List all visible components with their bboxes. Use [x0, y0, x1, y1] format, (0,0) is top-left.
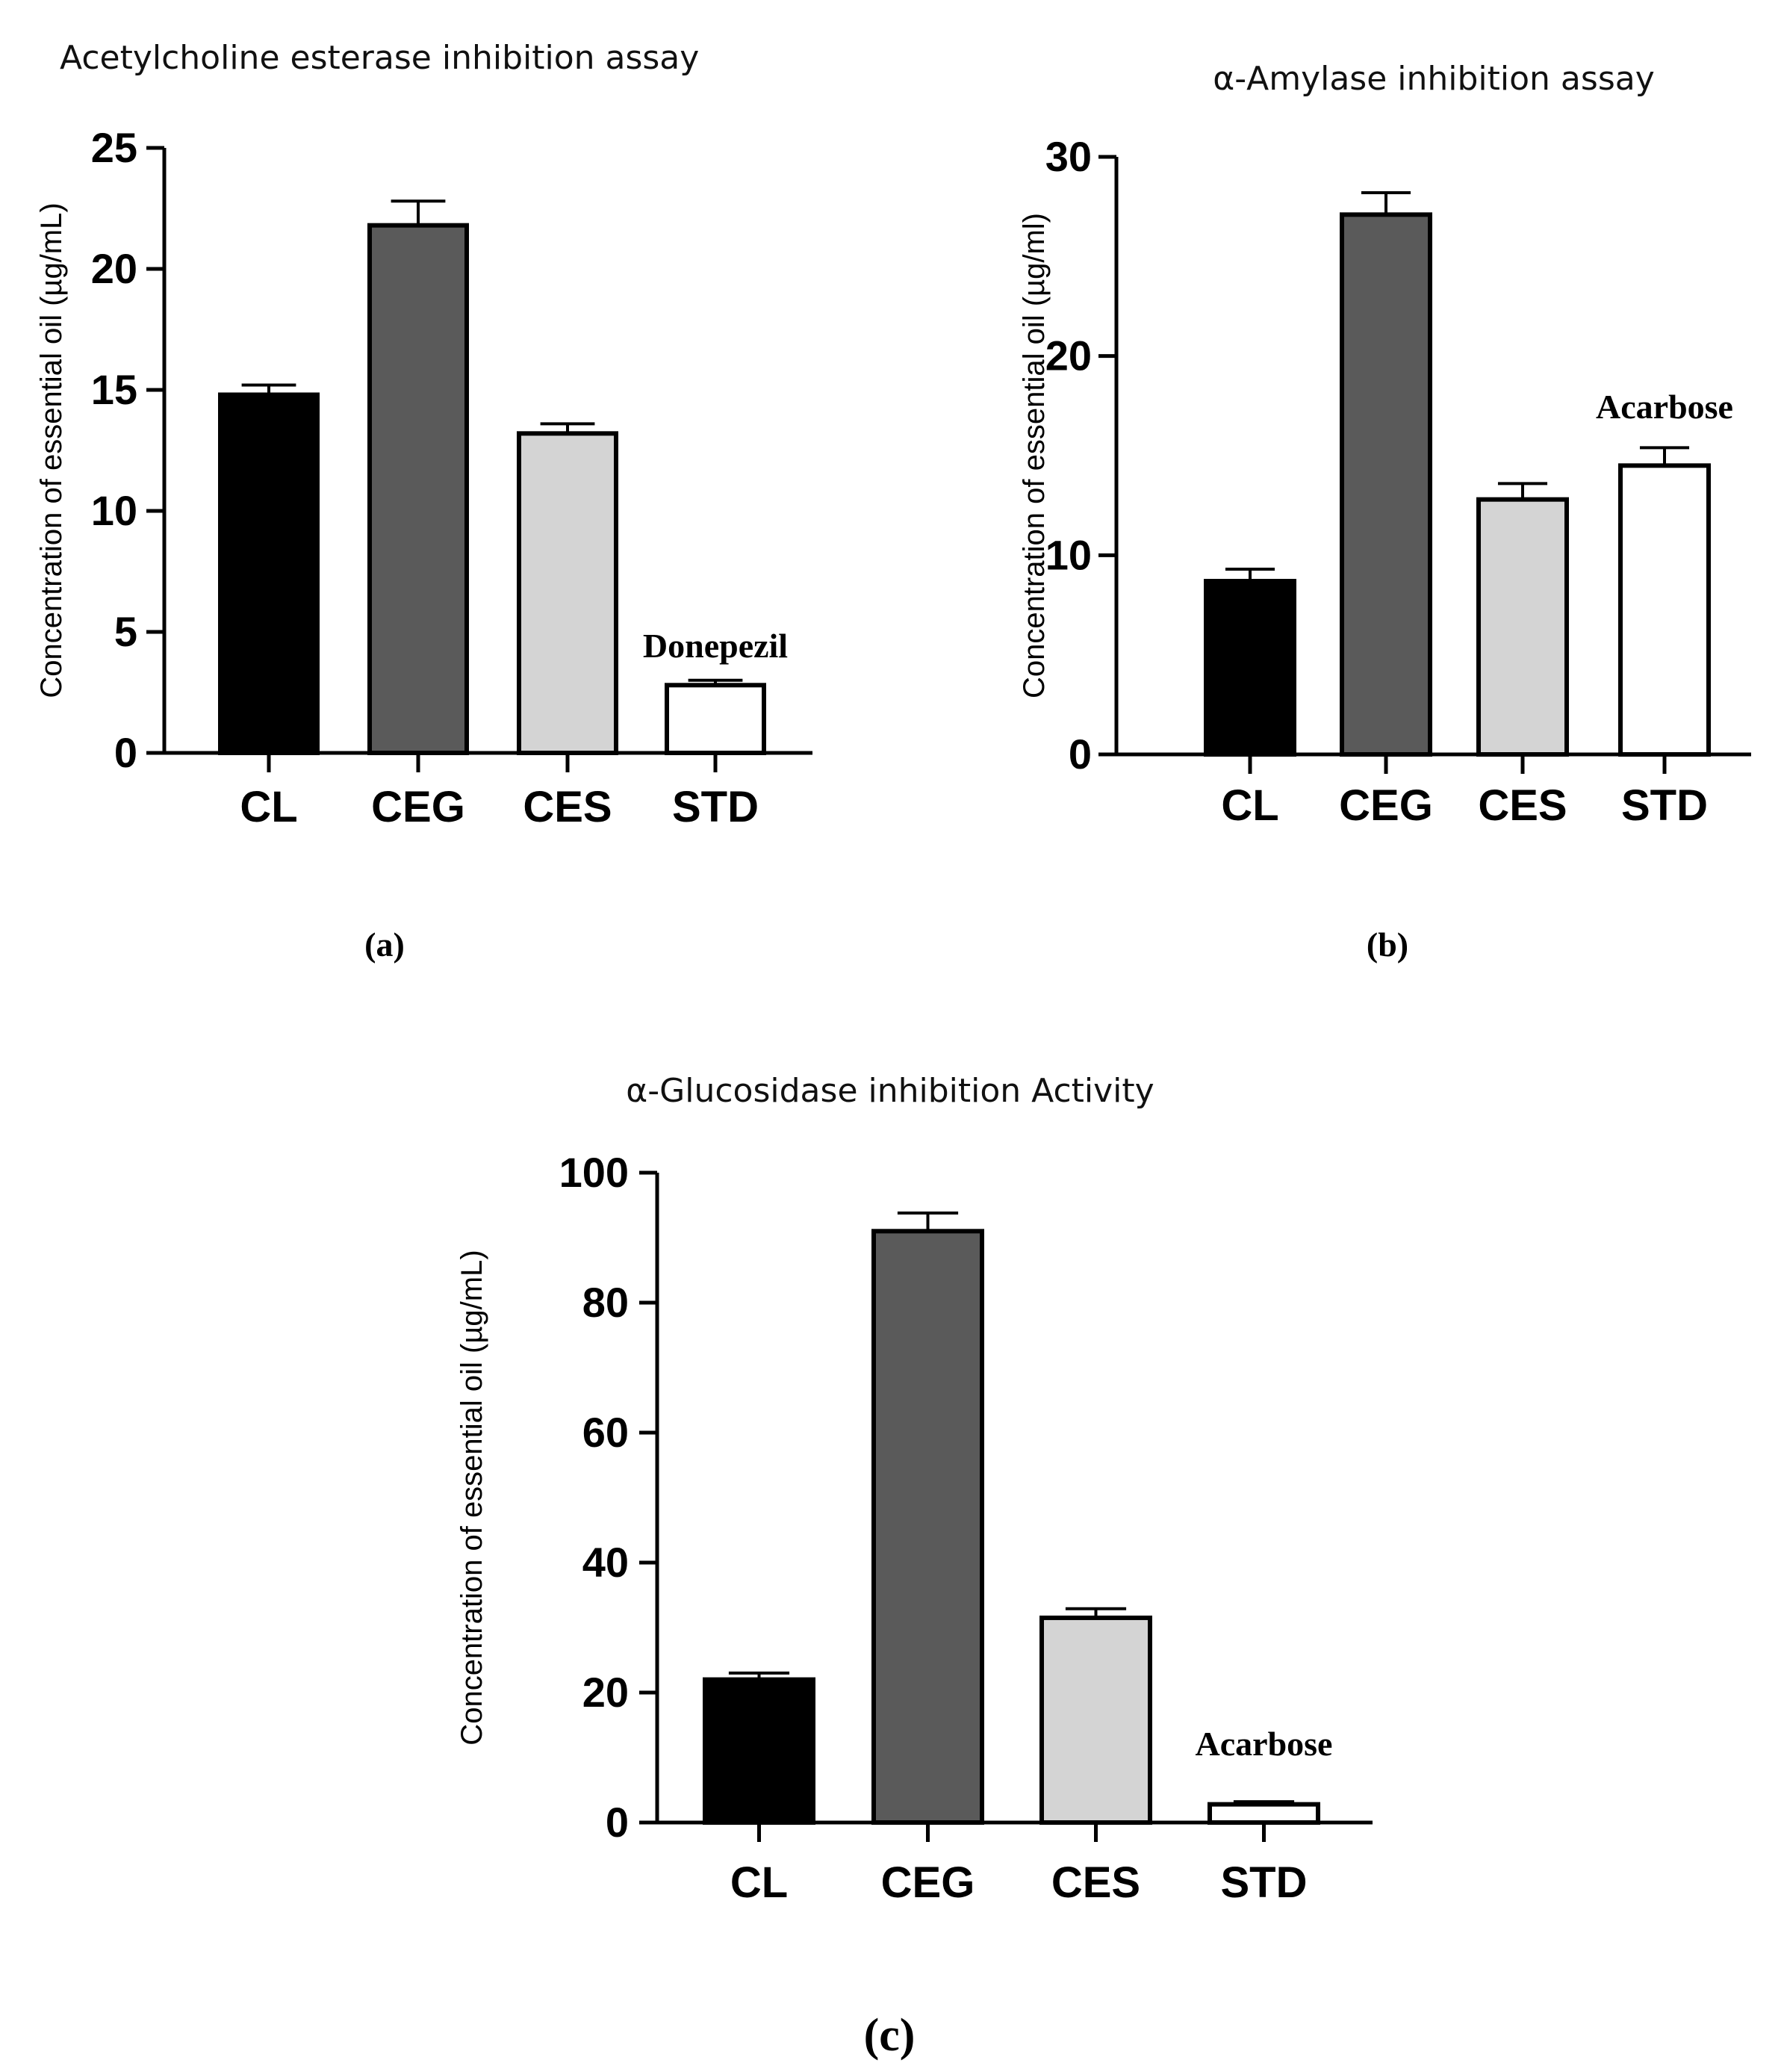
bar-std — [665, 683, 766, 756]
y-tick-label: 40 — [582, 1539, 629, 1586]
x-tick-label-ceg: CEG — [881, 1858, 975, 1907]
bar-ces — [517, 431, 618, 755]
annotation-label: Acarbose — [1196, 1725, 1333, 1763]
annotation-label: Donepezil — [643, 627, 788, 665]
chart-title: α-Amylase inhibition assay — [1213, 60, 1655, 98]
y-tick-label: 0 — [1069, 731, 1092, 778]
x-tick-label-ces: CES — [523, 783, 612, 831]
panel-label: (a) — [364, 925, 405, 964]
bar-cl — [703, 1677, 815, 1826]
bar-std — [1618, 463, 1711, 757]
x-tick-label-ces: CES — [1478, 781, 1567, 830]
y-tick-label: 60 — [582, 1409, 629, 1456]
y-tick-label: 80 — [582, 1279, 629, 1326]
y-tick-label: 5 — [114, 608, 137, 655]
chart-panel-1: Acetylcholine esterase inhibition assay C… — [35, 39, 812, 964]
x-tick-label-ceg: CEG — [371, 783, 465, 831]
y-tick-label: 100 — [559, 1149, 629, 1196]
x-tick-label-std: STD — [672, 783, 759, 831]
bar-ceg — [367, 223, 469, 755]
chart-title: α-Glucosidase inhibition Activity — [626, 1072, 1154, 1110]
bar-cl — [218, 392, 320, 755]
x-tick-label-cl: CL — [730, 1858, 788, 1907]
bar-cl — [1204, 579, 1296, 757]
y-tick-label: 10 — [91, 487, 137, 534]
bar-std — [1208, 1802, 1320, 1825]
y-tick-label: 20 — [1045, 332, 1092, 379]
panel-label: (c) — [864, 2010, 916, 2061]
panel-label: (b) — [1367, 925, 1408, 964]
y-axis-label: Concentration of essential oil (µg/mL) — [35, 202, 68, 698]
y-tick-label: 15 — [91, 366, 137, 413]
x-tick-label-ceg: CEG — [1339, 781, 1433, 830]
x-tick-label-std: STD — [1621, 781, 1708, 830]
y-tick-label: 25 — [91, 124, 137, 171]
bar-ces — [1039, 1615, 1152, 1825]
chart-panel-3: α-Glucosidase inhibition Activity Concent… — [456, 1072, 1373, 2061]
y-tick-label: 10 — [1045, 531, 1092, 578]
y-axis-label: Concentration of essential oil (µg/mL) — [456, 1250, 488, 1745]
x-tick-label-cl: CL — [1221, 781, 1278, 830]
y-tick-label: 0 — [114, 729, 137, 776]
y-tick-label: 0 — [606, 1799, 629, 1846]
y-axis-label: Concentration of essential oil (µg/ml) — [1018, 213, 1051, 698]
bar-ces — [1476, 497, 1569, 757]
y-tick-label: 20 — [91, 245, 137, 292]
x-tick-label-std: STD — [1221, 1858, 1308, 1907]
x-tick-label-cl: CL — [240, 783, 297, 831]
bar-ceg — [871, 1229, 984, 1826]
chart-title: Acetylcholine esterase inhibition assay — [60, 39, 699, 77]
x-tick-label-ces: CES — [1051, 1858, 1140, 1907]
annotation-label: Acarbose — [1596, 388, 1733, 426]
y-tick-label: 30 — [1045, 133, 1092, 180]
bar-ceg — [1340, 212, 1432, 757]
chart-panel-2: α-Amylase inhibition assay Concentration … — [1018, 60, 1751, 964]
y-tick-label: 20 — [582, 1669, 629, 1716]
